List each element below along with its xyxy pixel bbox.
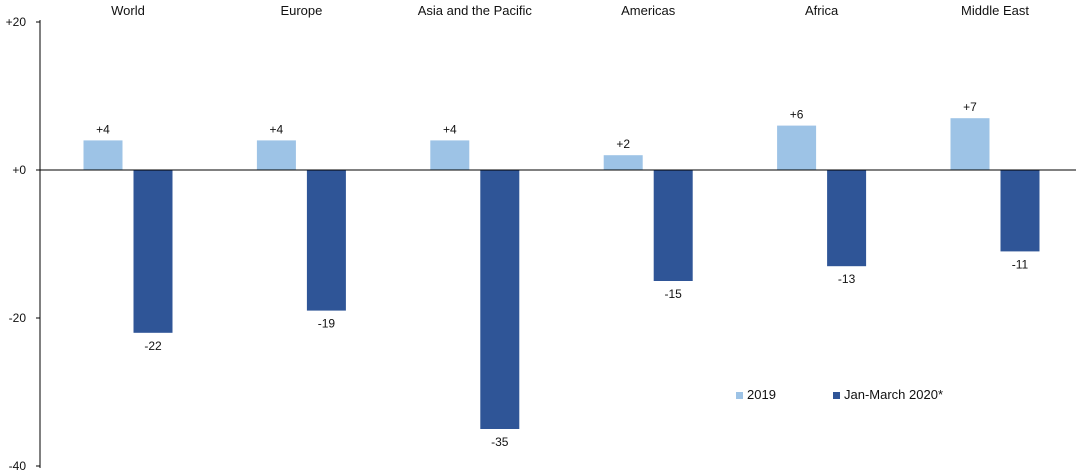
bar — [480, 170, 520, 429]
data-labels: +4 -22 +4 -19 +4 -35 +2 -15 +6 -13 +7 -11 — [96, 100, 1028, 449]
y-tick-label: -20 — [9, 311, 27, 325]
bar — [603, 155, 643, 170]
legend-label: Jan-March 2020* — [844, 387, 943, 402]
bar — [430, 140, 470, 170]
bar — [256, 140, 296, 170]
data-label: -35 — [491, 435, 509, 449]
category-label: Asia and the Pacific — [418, 3, 533, 18]
data-label: -19 — [318, 317, 336, 331]
data-label: +4 — [270, 122, 284, 136]
bar — [950, 118, 990, 170]
bar — [306, 170, 346, 311]
data-label: -13 — [838, 272, 856, 286]
category-label: Middle East — [961, 3, 1029, 18]
bars — [83, 118, 1040, 429]
category-label: Africa — [805, 3, 839, 18]
data-label: -22 — [144, 339, 162, 353]
y-tick-label: +0 — [12, 163, 26, 177]
y-tick-label: -40 — [9, 459, 27, 473]
legend-swatch — [833, 392, 840, 399]
category-label: World — [111, 3, 145, 18]
bar — [83, 140, 123, 170]
axes: +20 +0 -20 -40 — [6, 15, 1076, 473]
category-label: Americas — [621, 3, 676, 18]
data-label: -15 — [665, 287, 683, 301]
data-label: +4 — [443, 122, 457, 136]
data-label: +2 — [616, 137, 630, 151]
bar — [1000, 170, 1040, 252]
bar — [133, 170, 173, 333]
data-label: +6 — [790, 108, 804, 122]
data-label: -11 — [1012, 257, 1029, 271]
legend-item: 2019 — [736, 387, 776, 402]
bar — [827, 170, 867, 267]
data-label: +7 — [963, 100, 977, 114]
legend-label: 2019 — [747, 387, 776, 402]
legend-swatch — [736, 392, 743, 399]
data-label: +4 — [96, 122, 110, 136]
bar — [777, 125, 817, 170]
category-label: Europe — [280, 3, 322, 18]
legend-item: Jan-March 2020* — [833, 387, 943, 402]
y-tick-label: +20 — [6, 15, 27, 29]
bar — [653, 170, 693, 281]
category-labels: World Europe Asia and the Pacific Americas A… — [111, 3, 1029, 18]
legend: 2019 Jan-March 2020* — [736, 387, 943, 402]
